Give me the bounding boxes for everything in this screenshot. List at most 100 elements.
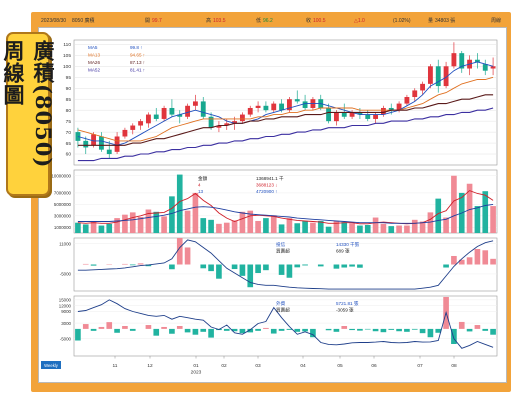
candle-body	[388, 107, 394, 111]
panel-1-bar	[286, 218, 293, 233]
panel-2-bar	[317, 264, 324, 267]
x-axis-month-label: 01	[193, 363, 199, 369]
panel-3-bar	[466, 328, 473, 332]
panel-1-bar	[357, 225, 363, 233]
panel-3-bar	[153, 328, 160, 336]
price-tick-label: 90	[66, 86, 72, 92]
panel-3-bar	[82, 324, 89, 329]
panel-1-tick-label: 7000000	[54, 191, 72, 196]
candle-body	[161, 107, 167, 119]
panel-3-bar	[176, 326, 183, 329]
panel-3-bar	[411, 328, 418, 330]
panel-1-bar	[129, 212, 136, 233]
candle-body	[357, 112, 363, 115]
candle-body	[232, 121, 238, 124]
panel-2-bar	[129, 264, 136, 266]
panel-2-bar	[466, 257, 473, 265]
x-axis-month-label: 08	[451, 363, 457, 369]
panel-3-bar	[114, 328, 120, 333]
panel-1-bar	[317, 220, 324, 233]
panel-3-bar	[184, 328, 191, 333]
panel-2-bar	[357, 264, 363, 268]
foreign-cumulative-line	[77, 299, 494, 349]
panel-1-tick-label: 3000000	[54, 214, 72, 219]
panel-2-bar	[82, 263, 89, 265]
panel-1-bar	[145, 209, 152, 233]
panel-1-bar	[231, 220, 238, 233]
panel-1-bar	[263, 218, 269, 233]
candle-body	[404, 97, 410, 104]
volume-legend-value: 4720900 ↑	[256, 189, 277, 194]
x-axis-month-label: 02	[221, 363, 227, 369]
panel-3-bar	[435, 328, 442, 333]
panel-3-bar	[145, 325, 152, 329]
panel-2-bar	[286, 264, 293, 278]
candle-body	[208, 116, 214, 128]
panel-1-bar	[247, 210, 254, 233]
foreign-legend-value: -3059 張	[336, 308, 354, 314]
ma-legend-label: MA52	[88, 68, 100, 73]
panel-1-bar	[451, 175, 457, 233]
panel-1-bar	[364, 224, 371, 233]
ma-legend-label: MA5	[88, 45, 98, 50]
panel-1-bar	[216, 223, 222, 233]
panel-3-bar	[364, 328, 371, 330]
x-axis-month-label: 04	[300, 363, 306, 369]
panel-2-bar	[333, 264, 340, 269]
price-tick-label: 70	[66, 130, 72, 136]
panel-1-bar	[270, 215, 277, 233]
candle-body	[169, 107, 175, 115]
panel-2-bar	[302, 264, 308, 266]
volume-legend-label: 金額	[198, 175, 208, 182]
price-tick-label: 80	[66, 108, 72, 114]
panel-2-bar	[184, 247, 191, 265]
panel-3-bar	[98, 326, 105, 329]
panel-1-bar	[137, 216, 144, 233]
panel-3-bar	[247, 328, 254, 333]
panel-1-bar	[474, 206, 481, 233]
candle-body	[200, 101, 206, 117]
panel-1-bar	[255, 220, 261, 233]
panel-3-bar	[341, 326, 348, 329]
candle-body	[474, 59, 480, 62]
panel-1-bar	[302, 220, 308, 233]
panel-3-bar	[404, 328, 410, 332]
panel-2-bar	[169, 264, 175, 270]
panel-2-bar	[176, 238, 183, 265]
header-low-label: 低	[256, 17, 261, 24]
panel-3-bar	[169, 328, 175, 334]
ma13-line	[77, 76, 494, 142]
candle-body	[380, 107, 386, 115]
price-tick-label: 110	[63, 42, 71, 48]
panel-3-bar	[231, 328, 238, 332]
candle-body	[326, 107, 332, 122]
panel-3-bar	[263, 327, 269, 329]
panel-1-bar	[200, 218, 207, 233]
panel-3-bar	[286, 328, 293, 330]
trust-legend-value: 14330 千張	[336, 241, 360, 248]
panel-1-bar	[184, 210, 191, 233]
panel-1-bar	[114, 218, 120, 233]
panel-1-bar	[208, 219, 214, 233]
ma52-line	[77, 107, 494, 162]
panel-1-bar	[278, 224, 285, 233]
panel-3-tick-label: 12000	[59, 303, 72, 308]
candle-body	[138, 121, 144, 126]
header-close-value: 100.5	[313, 18, 326, 24]
panel-2-tick-label: -5000	[60, 272, 72, 277]
panel-2-bar	[137, 263, 144, 265]
ma5-line	[77, 61, 494, 146]
panel-2-bar	[294, 264, 301, 268]
panel-2-bar	[451, 255, 457, 265]
panel-1-bar	[341, 222, 348, 233]
volume-ma-red-line	[77, 190, 494, 225]
candle-body	[420, 83, 426, 91]
panel-1-bar	[388, 226, 395, 233]
panel-3-bar	[310, 328, 316, 338]
header-code: 8050 廣積	[72, 17, 95, 24]
panel-2-bar	[122, 263, 128, 265]
header-low-value: 96.2	[263, 18, 273, 24]
candle-body	[192, 101, 198, 106]
panel-2-bar	[200, 264, 207, 269]
candle-body	[153, 114, 159, 119]
